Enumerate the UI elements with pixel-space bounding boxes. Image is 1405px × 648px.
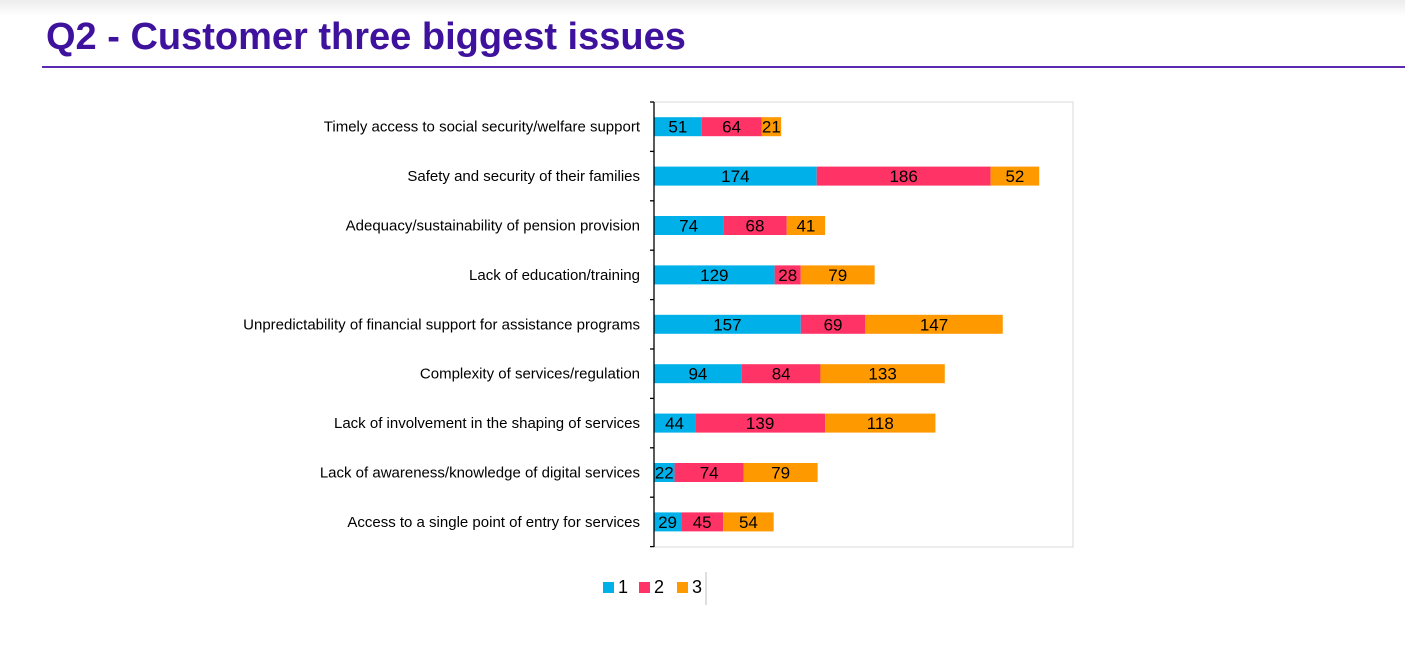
legend: 1 2 3 bbox=[603, 577, 702, 597]
category-label: Unpredictability of financial support fo… bbox=[243, 316, 640, 333]
bar-series-2 bbox=[800, 314, 866, 334]
data-label: 79 bbox=[771, 464, 790, 483]
data-label: 139 bbox=[746, 414, 774, 433]
data-label: 118 bbox=[867, 414, 894, 433]
data-label: 28 bbox=[778, 266, 797, 285]
bar-series-3 bbox=[800, 265, 875, 285]
category-label: Timely access to social security/welfare… bbox=[324, 119, 641, 136]
data-label: 22 bbox=[655, 464, 674, 483]
data-label: 21 bbox=[762, 118, 781, 137]
category-label: Lack of education/training bbox=[469, 267, 640, 284]
legend-swatch bbox=[639, 582, 650, 593]
category-labels: Timely access to social security/welfare… bbox=[243, 119, 641, 531]
data-label: 45 bbox=[693, 513, 712, 532]
data-label: 129 bbox=[700, 266, 728, 285]
legend-label: 3 bbox=[692, 577, 702, 597]
legend-swatch bbox=[603, 582, 614, 593]
bar-series-1 bbox=[654, 117, 702, 137]
data-label: 51 bbox=[668, 118, 687, 137]
data-label: 44 bbox=[665, 414, 684, 433]
bar-series-3 bbox=[990, 166, 1040, 186]
bar-series-1 bbox=[654, 265, 775, 285]
top-shade bbox=[0, 0, 1405, 16]
category-ticks bbox=[650, 101, 654, 548]
category-label: Safety and security of their families bbox=[407, 168, 640, 185]
bar-series-2 bbox=[723, 216, 787, 235]
bar-series-3 bbox=[825, 413, 936, 433]
data-label: 147 bbox=[920, 315, 948, 334]
category-label: Complexity of services/regulation bbox=[420, 366, 640, 383]
bars-layer: 51 64 21 174 186 52 74 68 41 129 28 79 157 69 147 94 84 1… bbox=[654, 117, 1040, 532]
category-label: Access to a single point of entry for se… bbox=[347, 514, 640, 531]
bar-series-1 bbox=[654, 166, 817, 186]
data-label: 29 bbox=[658, 513, 677, 532]
legend-label: 2 bbox=[654, 577, 664, 597]
data-label: 68 bbox=[746, 217, 765, 236]
legend-swatch bbox=[677, 582, 688, 593]
data-label: 52 bbox=[1005, 167, 1024, 186]
bar-series-3 bbox=[761, 117, 782, 137]
bar-series-1 bbox=[654, 413, 696, 433]
legend-label: 1 bbox=[618, 577, 628, 597]
data-label: 174 bbox=[721, 167, 749, 186]
bar-series-2 bbox=[674, 463, 744, 482]
bar-series-2 bbox=[816, 166, 991, 186]
bar-series-3 bbox=[723, 512, 774, 532]
data-label: 186 bbox=[889, 167, 917, 186]
data-label: 84 bbox=[772, 365, 791, 384]
data-label: 69 bbox=[824, 315, 843, 334]
data-label: 79 bbox=[828, 266, 847, 285]
bar-series-3 bbox=[865, 314, 1003, 334]
bar-series-2 bbox=[774, 265, 801, 285]
data-label: 74 bbox=[679, 217, 698, 236]
data-label: 133 bbox=[868, 365, 896, 384]
bar-series-3 bbox=[820, 364, 945, 384]
bar-series-3 bbox=[786, 216, 826, 235]
data-label: 64 bbox=[722, 118, 741, 137]
bar-series-3 bbox=[743, 463, 818, 482]
bar-series-2 bbox=[681, 512, 724, 532]
data-label: 94 bbox=[688, 365, 707, 384]
data-label: 54 bbox=[739, 513, 758, 532]
category-label: Lack of involvement in the shaping of se… bbox=[334, 415, 640, 432]
bar-series-1 bbox=[654, 364, 742, 384]
bar-series-1 bbox=[654, 512, 682, 532]
data-label: 74 bbox=[700, 464, 719, 483]
data-label: 41 bbox=[796, 217, 815, 236]
bar-series-1 bbox=[654, 463, 675, 482]
page-title: Q2 - Customer three biggest issues bbox=[46, 16, 686, 58]
bar-series-2 bbox=[695, 413, 826, 433]
bar-series-1 bbox=[654, 216, 724, 235]
category-label: Lack of awareness/knowledge of digital s… bbox=[320, 465, 640, 482]
bar-series-2 bbox=[741, 364, 821, 384]
bar-series-1 bbox=[654, 314, 801, 334]
bar-series-2 bbox=[701, 117, 762, 137]
data-label: 157 bbox=[713, 315, 741, 334]
category-label: Adequacy/sustainability of pension provi… bbox=[346, 218, 640, 235]
title-rule bbox=[42, 66, 1405, 68]
